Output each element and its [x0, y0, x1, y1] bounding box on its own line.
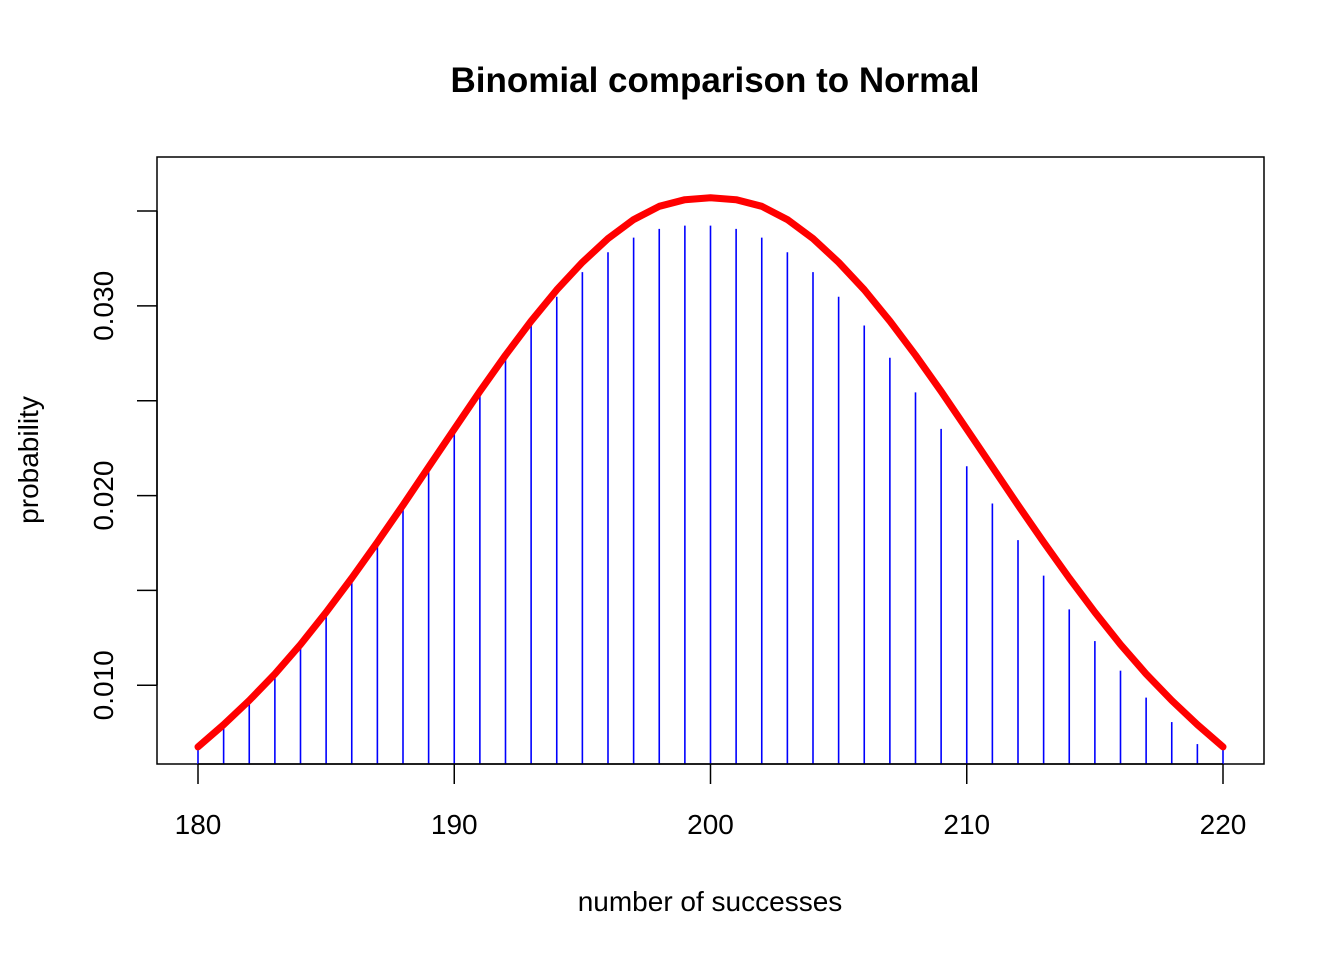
y-tick-label-2: 0.020 — [88, 461, 119, 531]
line-layer — [194, 194, 1227, 751]
x-tick-label-200: 200 — [687, 809, 734, 840]
chart-title: Binomial comparison to Normal — [451, 61, 980, 100]
x-axis: 180 190 200 210 220 — [175, 763, 1247, 840]
y-tick-label-0: 0.010 — [88, 650, 119, 720]
x-tick-label-220: 220 — [1200, 809, 1247, 840]
normal-curve — [194, 194, 1227, 751]
y-axis-label: probability — [13, 396, 44, 524]
y-tick-label-4: 0.030 — [88, 271, 119, 341]
x-tick-label-190: 190 — [431, 809, 478, 840]
x-tick-label-210: 210 — [943, 809, 990, 840]
x-axis-label: number of successes — [578, 886, 843, 917]
spikes-layer — [197, 225, 1224, 764]
y-axis: 0.010 0.020 0.030 — [88, 210, 158, 720]
x-tick-label-180: 180 — [175, 809, 222, 840]
